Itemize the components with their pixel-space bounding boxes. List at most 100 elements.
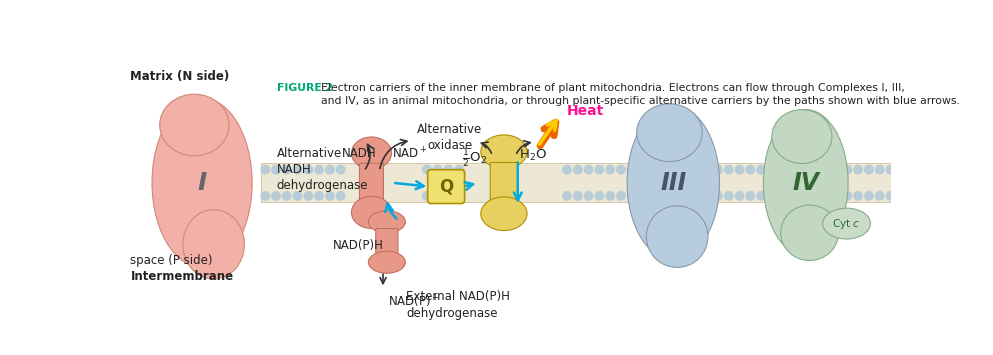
Circle shape — [692, 192, 701, 200]
Ellipse shape — [637, 104, 702, 162]
Text: III: III — [660, 171, 686, 195]
Circle shape — [714, 165, 722, 174]
Circle shape — [584, 165, 593, 174]
Circle shape — [563, 165, 571, 174]
Circle shape — [768, 165, 777, 174]
Circle shape — [261, 192, 269, 200]
Circle shape — [832, 192, 841, 200]
Text: NAD(P)$^+$: NAD(P)$^+$ — [388, 294, 440, 310]
Circle shape — [574, 165, 582, 174]
Circle shape — [283, 165, 291, 174]
Circle shape — [649, 192, 657, 200]
Circle shape — [595, 192, 604, 200]
Circle shape — [444, 165, 453, 174]
Circle shape — [854, 192, 862, 200]
Circle shape — [283, 192, 291, 200]
Text: NADH: NADH — [342, 147, 376, 159]
Ellipse shape — [481, 197, 527, 230]
FancyBboxPatch shape — [261, 164, 892, 202]
Circle shape — [886, 165, 895, 174]
Circle shape — [649, 165, 657, 174]
FancyBboxPatch shape — [375, 229, 398, 256]
Text: Alternative
NADH
dehydrogenase: Alternative NADH dehydrogenase — [277, 147, 368, 192]
Circle shape — [606, 192, 615, 200]
Ellipse shape — [160, 94, 229, 156]
Text: space (P side): space (P side) — [130, 254, 213, 267]
Circle shape — [865, 165, 873, 174]
Ellipse shape — [772, 110, 832, 164]
Text: Intermembrane: Intermembrane — [130, 270, 233, 283]
Circle shape — [638, 192, 646, 200]
Circle shape — [810, 192, 819, 200]
Ellipse shape — [368, 251, 405, 273]
Circle shape — [865, 192, 873, 200]
Circle shape — [293, 165, 302, 174]
Ellipse shape — [352, 196, 391, 229]
FancyBboxPatch shape — [491, 163, 517, 203]
Circle shape — [757, 165, 766, 174]
Circle shape — [746, 165, 755, 174]
Text: FIGURE 2: FIGURE 2 — [277, 83, 337, 93]
Circle shape — [714, 192, 722, 200]
Circle shape — [670, 192, 679, 200]
Circle shape — [746, 192, 755, 200]
Circle shape — [304, 192, 313, 200]
Circle shape — [843, 192, 852, 200]
Circle shape — [455, 165, 464, 174]
Circle shape — [681, 165, 690, 174]
Circle shape — [595, 165, 604, 174]
Circle shape — [876, 165, 884, 174]
Circle shape — [725, 192, 733, 200]
Text: Cyt $c$: Cyt $c$ — [832, 217, 861, 230]
Ellipse shape — [183, 210, 244, 279]
Circle shape — [337, 165, 345, 174]
Circle shape — [272, 192, 280, 200]
Circle shape — [423, 165, 431, 174]
Ellipse shape — [352, 137, 391, 169]
Circle shape — [315, 165, 324, 174]
Ellipse shape — [152, 98, 252, 267]
Circle shape — [725, 165, 733, 174]
Circle shape — [821, 165, 830, 174]
Circle shape — [337, 192, 345, 200]
Circle shape — [659, 192, 668, 200]
Ellipse shape — [481, 135, 527, 169]
Circle shape — [628, 165, 636, 174]
Text: External NAD(P)H
dehydrogenase: External NAD(P)H dehydrogenase — [406, 290, 510, 320]
Ellipse shape — [628, 106, 720, 260]
Text: NAD$^+$: NAD$^+$ — [392, 147, 428, 162]
Circle shape — [832, 165, 841, 174]
Circle shape — [670, 165, 679, 174]
Circle shape — [293, 192, 302, 200]
Circle shape — [789, 192, 797, 200]
Circle shape — [789, 165, 797, 174]
Circle shape — [455, 192, 464, 200]
FancyBboxPatch shape — [428, 170, 465, 203]
Text: H$_2$O: H$_2$O — [519, 148, 547, 163]
Circle shape — [574, 192, 582, 200]
Circle shape — [326, 192, 334, 200]
Circle shape — [703, 165, 711, 174]
Circle shape — [272, 165, 280, 174]
Text: Q: Q — [439, 178, 453, 196]
Circle shape — [886, 192, 895, 200]
Circle shape — [779, 165, 786, 174]
Circle shape — [735, 165, 744, 174]
Circle shape — [692, 165, 701, 174]
Text: IV: IV — [792, 171, 819, 195]
Text: I: I — [198, 171, 207, 195]
Text: Alternative
oxidase: Alternative oxidase — [417, 124, 483, 152]
Circle shape — [800, 165, 808, 174]
Circle shape — [326, 165, 334, 174]
Ellipse shape — [780, 205, 838, 261]
Circle shape — [768, 192, 777, 200]
Circle shape — [261, 165, 269, 174]
Circle shape — [606, 165, 615, 174]
Ellipse shape — [764, 110, 848, 256]
Text: Heat: Heat — [567, 104, 605, 118]
Circle shape — [638, 165, 646, 174]
Circle shape — [681, 192, 690, 200]
Circle shape — [563, 192, 571, 200]
Circle shape — [304, 165, 313, 174]
Circle shape — [810, 165, 819, 174]
